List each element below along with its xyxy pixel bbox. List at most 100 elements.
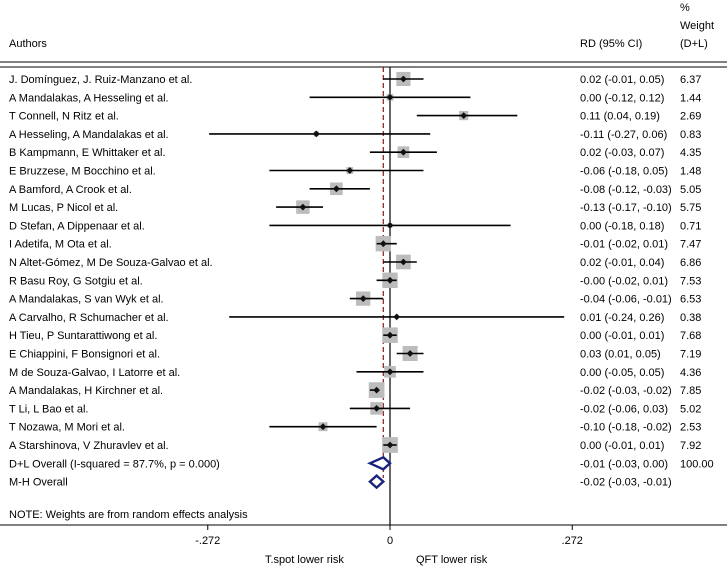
tick-label: 0	[387, 535, 393, 547]
ci-text: 0.02 (-0.01, 0.04)	[580, 257, 664, 269]
study-label: T Nozawa, M Mori et al.	[9, 422, 125, 434]
weight-text: 5.75	[680, 202, 701, 214]
ci-text: -0.06 (-0.18, 0.05)	[580, 166, 668, 178]
point-estimate	[346, 167, 354, 174]
weight-text: 4.36	[680, 367, 701, 379]
weight-text: 2.69	[680, 111, 701, 123]
ci-text: 0.00 (-0.01, 0.01)	[580, 330, 664, 342]
weight-text: 0.83	[680, 129, 701, 141]
overall-diamond	[366, 455, 392, 471]
weight-text: 6.53	[680, 294, 701, 306]
weight-text: 2.53	[680, 422, 701, 434]
study-label: A Mandalakas, H Kirchner et al.	[9, 385, 163, 397]
point-estimate	[386, 441, 394, 449]
study-label: D Stefan, A Dippenaar et al.	[9, 220, 145, 232]
overall-label: M-H Overall	[9, 477, 68, 489]
point-estimate	[460, 112, 468, 119]
ci-text: 0.00 (-0.12, 0.12)	[580, 92, 664, 104]
ci-text: -0.01 (-0.02, 0.01)	[580, 239, 668, 251]
ci-text: -0.00 (-0.02, 0.01)	[580, 275, 668, 287]
study-label: A Mandalakas, S van Wyk et al.	[9, 294, 164, 306]
point-estimate	[359, 295, 367, 302]
weight-text: 4.35	[680, 147, 701, 159]
ci-text: 0.03 (0.01, 0.05)	[580, 349, 661, 361]
point-estimate	[393, 313, 401, 321]
ci-text: -0.04 (-0.06, -0.01)	[580, 294, 672, 306]
ci-text: -0.02 (-0.06, 0.03)	[580, 403, 668, 415]
weight-text: 7.68	[680, 330, 701, 342]
ci-text: -0.11 (-0.27, 0.06)	[580, 129, 667, 141]
rd-header: RD (95% CI)	[580, 38, 642, 50]
study-label: M Lucas, P Nicol et al.	[9, 202, 118, 214]
point-estimate	[386, 93, 394, 101]
ci-text: 0.00 (-0.05, 0.05)	[580, 367, 664, 379]
tick-label: .272	[562, 535, 583, 547]
weight-header-1: %	[680, 2, 690, 14]
weight-text: 5.05	[680, 184, 701, 196]
study-label: B Kampmann, E Whittaker et al.	[9, 147, 166, 159]
weight-text: 5.02	[680, 403, 701, 415]
point-estimate	[379, 240, 387, 248]
point-estimate	[400, 258, 407, 266]
study-label: T Li, L Bao et al.	[9, 403, 89, 415]
overall-weight-text: 100.00	[680, 458, 714, 470]
ci-text: 0.02 (-0.03, 0.07)	[580, 147, 664, 159]
point-estimate	[406, 350, 414, 357]
ci-text: 0.00 (-0.18, 0.18)	[580, 220, 664, 232]
weight-text: 0.38	[680, 312, 701, 324]
study-label: A Hesseling, A Mandalakas et al.	[9, 129, 169, 141]
tick-label: -.272	[195, 535, 220, 547]
ci-text: 0.01 (-0.24, 0.26)	[580, 312, 664, 324]
study-label: A Carvalho, R Schumacher et al.	[9, 312, 169, 324]
overall-label: D+L Overall (I-squared = 87.7%, p = 0.00…	[9, 458, 220, 470]
study-label: E Bruzzese, M Bocchino et al.	[9, 166, 156, 178]
point-estimate	[299, 203, 307, 211]
overall-diamond	[368, 473, 386, 490]
study-label: A Mandalakas, A Hesseling et al.	[9, 92, 169, 104]
weight-text: 7.53	[680, 275, 701, 287]
weight-text: 7.19	[680, 349, 701, 361]
study-label: J. Domínguez, J. Ruiz-Manzano et al.	[9, 74, 192, 86]
point-estimate	[312, 130, 320, 138]
xlabel-right: QFT lower risk	[416, 554, 488, 566]
point-estimate	[386, 331, 394, 339]
authors-header: Authors	[9, 38, 47, 50]
ci-text: 0.00 (-0.01, 0.01)	[580, 440, 664, 452]
weight-text: 7.47	[680, 239, 701, 251]
weight-text: 0.71	[680, 220, 701, 232]
weight-text: 1.48	[680, 166, 701, 178]
point-estimate	[373, 386, 380, 394]
weight-text: 7.85	[680, 385, 701, 397]
study-label: M de Souza-Galvao, I Latorre et al.	[9, 367, 180, 379]
point-estimate	[333, 185, 340, 193]
weight-text: 7.92	[680, 440, 701, 452]
study-label: A Bamford, A Crook et al.	[9, 184, 132, 196]
point-estimate	[400, 75, 407, 83]
weights-note: NOTE: Weights are from random effects an…	[9, 509, 248, 521]
point-estimate	[386, 222, 394, 229]
weight-text: 6.86	[680, 257, 701, 269]
ci-text: 0.11 (0.04, 0.19)	[580, 111, 660, 123]
weight-text: 1.44	[680, 92, 701, 104]
ci-text: 0.02 (-0.01, 0.05)	[580, 74, 664, 86]
study-label: R Basu Roy, G Sotgiu et al.	[9, 275, 143, 287]
ci-text: -0.02 (-0.03, -0.02)	[580, 385, 672, 397]
weight-header-3: (D+L)	[680, 38, 708, 50]
study-label: E Chiappini, F Bonsignori et al.	[9, 349, 160, 361]
study-label: T Connell, N Ritz et al.	[9, 111, 119, 123]
ci-text: -0.10 (-0.18, -0.02)	[580, 422, 672, 434]
point-estimate	[373, 405, 380, 412]
study-label: A Starshinova, V Zhuravlev et al.	[9, 440, 169, 452]
study-label: I Adetifa, M Ota et al.	[9, 239, 112, 251]
weight-header-2: Weight	[680, 20, 714, 32]
study-label: N Altet-Gómez, M De Souza-Galvao et al.	[9, 257, 213, 269]
point-estimate	[319, 423, 327, 431]
point-estimate	[386, 276, 394, 284]
overall-ci-text: -0.01 (-0.03, 0.00)	[580, 458, 668, 470]
weight-text: 6.37	[680, 74, 701, 86]
study-label: H Tieu, P Suntarattiwong et al.	[9, 330, 157, 342]
ci-text: -0.08 (-0.12, -0.03)	[580, 184, 672, 196]
point-estimate	[386, 368, 394, 376]
overall-ci-text: -0.02 (-0.03, -0.01)	[580, 477, 672, 489]
